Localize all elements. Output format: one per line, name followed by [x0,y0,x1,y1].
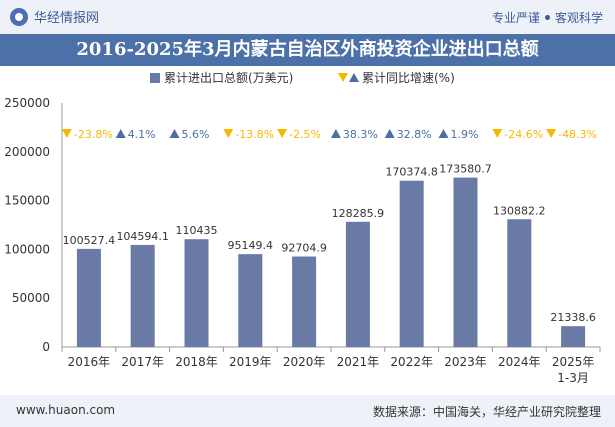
growth-rate-label: 38.3% [343,128,378,141]
growth-up-triangle-icon [115,129,126,138]
x-tick-label: 2020年 [283,355,326,369]
x-tick-label: 2018年 [175,355,218,369]
bar-value-label: 110435 [176,224,218,237]
growth-rate-label: 4.1% [128,128,156,141]
legend-bar-swatch [150,73,160,83]
bar-value-label: 104594.1 [116,230,169,243]
bar [130,244,155,347]
growth-rate-label: -24.6% [504,128,543,141]
bar-value-label: 128285.9 [332,207,385,220]
bar [184,239,209,347]
bar [453,177,478,347]
bar-value-label: 21338.6 [550,311,596,324]
growth-up-triangle-icon [169,129,180,138]
separator-dot-icon [544,15,550,20]
bar-value-label: 95149.4 [228,239,274,252]
growth-up-triangle-icon [384,129,395,138]
growth-rate-label: -23.8% [74,128,113,141]
tagline-left: 专业严谨 [491,11,540,25]
x-tick-label: 2017年 [121,355,164,369]
x-tick-label: 2021年 [337,355,380,369]
footer-source: 数据来源：中国海关，华经产业研究院整理 [372,405,601,419]
growth-down-triangle-icon [492,129,503,138]
y-tick-label: 100000 [4,242,50,256]
legend-label-growth: 累计同比增速(%) [362,71,455,85]
growth-down-triangle-icon [223,129,234,138]
bar [345,221,370,347]
y-tick-label: 50000 [12,291,50,305]
growth-rate-label: 1.9% [451,128,479,141]
brand-name: 华经情报网 [34,11,100,26]
growth-up-triangle-icon [330,129,341,138]
y-tick-label: 200000 [4,145,50,159]
x-tick-label: 2019年 [229,355,272,369]
huajing-logo-icon [10,7,28,26]
growth-down-triangle-icon [61,129,72,138]
tagline-right: 客观科学 [554,11,603,25]
tagline: 专业严谨 客观科学 [492,9,603,26]
x-tick-label: 1-3月 [557,371,589,385]
bar-value-label: 130882.2 [493,204,546,217]
x-tick-label: 2023年 [444,355,487,369]
title-band: 2016-2025年3月内蒙古自治区外商投资企业进出口总额 [0,34,615,66]
bar [292,256,317,347]
growth-down-triangle-icon [277,129,288,138]
x-tick-label: 2016年 [68,355,111,369]
legend-label-total: 累计进出口总额(万美元) [164,71,293,85]
bar [399,180,424,347]
footer-url[interactable]: www.huaon.com [16,403,116,417]
growth-rate-label: -2.5% [289,128,321,141]
y-tick-label: 0 [42,340,50,354]
footer: www.huaon.com 数据来源：中国海关，华经产业研究院整理 [0,395,615,427]
bar [561,326,586,347]
y-tick-label: 250000 [4,96,50,110]
y-tick-label: 150000 [4,194,50,208]
top-bar: 华经情报网 专业严谨 客观科学 [0,0,615,34]
growth-rate-label: 5.6% [182,128,210,141]
bar-value-label: 92704.9 [281,242,327,255]
bar-value-label: 173580.7 [439,163,492,176]
chart-title: 2016-2025年3月内蒙古自治区外商投资企业进出口总额 [76,39,539,60]
growth-up-triangle-icon [438,129,449,138]
x-tick-label: 2022年 [390,355,433,369]
bar-value-label: 100527.4 [63,234,116,247]
bar-value-label: 170374.8 [385,166,438,179]
bar [76,248,101,347]
growth-rate-label: -48.3% [558,128,597,141]
growth-rate-label: 32.8% [397,128,432,141]
bar [238,254,263,347]
growth-down-triangle-icon [546,129,557,138]
x-tick-label: 2025年 [552,355,595,369]
brand[interactable]: 华经情报网 [10,7,99,26]
legend-triangle-down-icon [338,73,348,82]
growth-rate-label: -13.8% [235,128,274,141]
x-tick-label: 2024年 [498,355,541,369]
legend-triangle-up-icon [349,73,359,82]
bar [507,219,532,347]
